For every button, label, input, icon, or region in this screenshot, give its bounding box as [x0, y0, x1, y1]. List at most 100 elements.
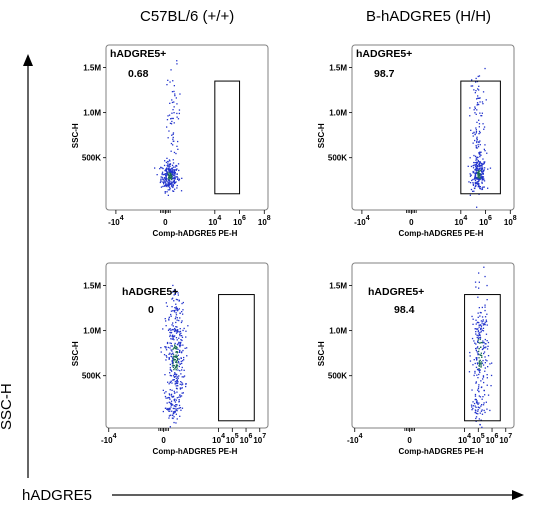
event-dot	[173, 309, 175, 312]
event-dot	[477, 410, 479, 412]
event-dot	[179, 344, 181, 346]
event-dot	[173, 122, 175, 124]
event-dot	[167, 165, 169, 167]
event-dot	[477, 335, 480, 337]
event-dot	[171, 298, 173, 300]
event-dot	[181, 366, 183, 369]
event-dot	[486, 408, 488, 410]
event-dot	[482, 91, 485, 93]
event-dot	[173, 106, 175, 108]
event-dot	[475, 159, 477, 161]
event-dot	[469, 182, 472, 184]
event-dot	[170, 331, 173, 334]
gate-rectangle	[460, 80, 501, 195]
event-dot	[478, 173, 480, 175]
event-dot	[175, 365, 178, 367]
event-dot	[172, 284, 174, 287]
event-dot	[173, 170, 175, 172]
event-dot	[174, 166, 176, 168]
event-dot	[470, 129, 472, 131]
event-dot	[161, 171, 164, 173]
event-dot	[481, 175, 483, 178]
event-dot	[483, 381, 485, 384]
event-dot	[478, 365, 480, 367]
event-dot	[481, 101, 484, 103]
event-dot	[481, 112, 483, 114]
event-dot	[176, 379, 179, 381]
event-dot	[174, 307, 176, 309]
gate-percentage-label: 0.68	[128, 68, 149, 80]
plot-frame	[105, 44, 269, 211]
event-dot	[181, 369, 183, 371]
event-dot	[484, 362, 486, 364]
event-dot	[169, 369, 171, 371]
event-dot	[489, 167, 492, 169]
event-dot	[183, 376, 185, 378]
event-dot	[482, 170, 484, 172]
event-dot	[185, 383, 187, 385]
x-tick-label: -104	[347, 433, 363, 445]
event-dot	[475, 323, 477, 325]
event-dot	[168, 177, 170, 179]
event-dot	[479, 188, 481, 190]
event-dot	[176, 360, 178, 362]
event-dot	[482, 375, 485, 377]
event-dot	[175, 377, 177, 379]
event-dot	[490, 374, 493, 377]
event-dot	[480, 366, 482, 368]
event-dot	[172, 183, 174, 185]
event-dot	[171, 324, 173, 326]
event-dot	[173, 300, 175, 302]
event-dot	[165, 320, 167, 322]
event-dot	[477, 144, 479, 146]
event-dot	[170, 369, 172, 371]
event-dot	[478, 185, 480, 187]
event-dot	[177, 385, 179, 387]
event-dot	[181, 311, 183, 313]
event-dot	[477, 354, 479, 356]
event-dot	[178, 341, 180, 343]
event-dot	[483, 161, 485, 163]
event-dot	[171, 171, 174, 173]
event-dot	[176, 380, 178, 382]
event-dot	[178, 401, 180, 403]
event-dot	[171, 164, 174, 166]
event-dot	[172, 185, 174, 187]
event-dot	[474, 155, 477, 157]
event-dot	[166, 84, 168, 86]
event-dot	[482, 378, 484, 380]
event-dot	[482, 348, 484, 350]
event-dot	[167, 189, 169, 191]
event-dot	[176, 364, 179, 367]
event-dot	[479, 177, 481, 179]
event-dot	[485, 99, 487, 101]
event-dot	[478, 162, 480, 165]
event-dot	[175, 303, 177, 305]
event-dot	[480, 115, 482, 117]
event-dot	[174, 188, 176, 190]
event-dot	[477, 146, 480, 148]
event-dot	[172, 180, 174, 182]
y-axis-label: SSC-H	[71, 123, 80, 148]
event-dot	[173, 411, 175, 413]
event-dot	[182, 309, 184, 311]
event-dot	[480, 164, 483, 166]
event-dot	[479, 101, 481, 103]
event-dot	[174, 290, 176, 292]
event-dot	[178, 337, 180, 339]
event-dot	[172, 334, 174, 336]
event-dot	[170, 356, 173, 358]
event-dot	[480, 363, 482, 365]
event-dot	[477, 176, 479, 178]
event-dot	[173, 90, 175, 93]
event-dot	[476, 181, 478, 183]
event-dot	[479, 174, 482, 176]
event-dot	[473, 164, 475, 166]
event-dot	[166, 171, 168, 173]
event-dot	[478, 103, 480, 106]
event-dot	[478, 362, 480, 364]
event-dot	[174, 293, 176, 295]
event-dot	[172, 80, 174, 82]
event-dot	[484, 304, 486, 306]
